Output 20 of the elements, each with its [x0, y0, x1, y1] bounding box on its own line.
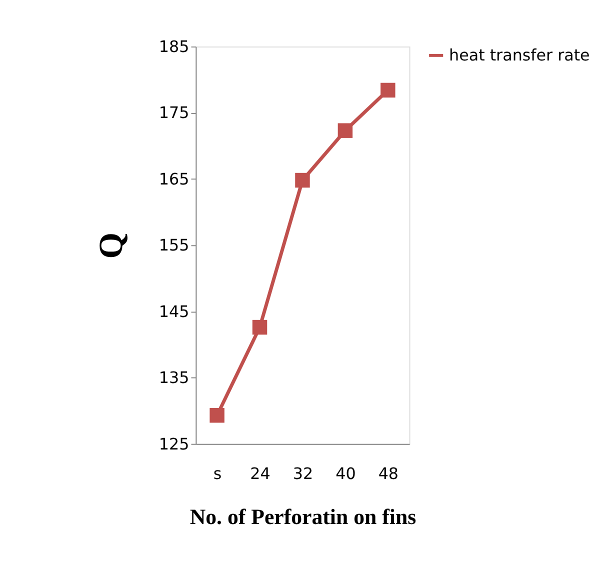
- x-tick-label: 40: [336, 464, 356, 484]
- y-tick-label: 145: [158, 302, 190, 321]
- point: [380, 82, 396, 98]
- point: [338, 123, 353, 138]
- x-tick-label: s: [213, 464, 222, 484]
- y-tick-label: 185: [158, 36, 190, 56]
- legend-label: heat transfer rate: [449, 45, 590, 64]
- y-tick-label: 135: [158, 368, 190, 388]
- point: [210, 408, 224, 423]
- x-tick-label: 48: [378, 464, 399, 484]
- x-axis-title: No. of Perforatin on fins: [190, 504, 416, 529]
- x-tick-label: 24: [250, 464, 270, 484]
- y-axis-title: Q: [93, 232, 130, 259]
- y-tick-label: 165: [158, 169, 190, 188]
- y-tick-label: 125: [158, 434, 190, 454]
- y-tick-label: 175: [158, 103, 190, 122]
- point: [295, 172, 310, 188]
- point: [252, 320, 268, 335]
- x-tick-label: 32: [292, 464, 314, 484]
- y-tick-label: 155: [158, 236, 190, 255]
